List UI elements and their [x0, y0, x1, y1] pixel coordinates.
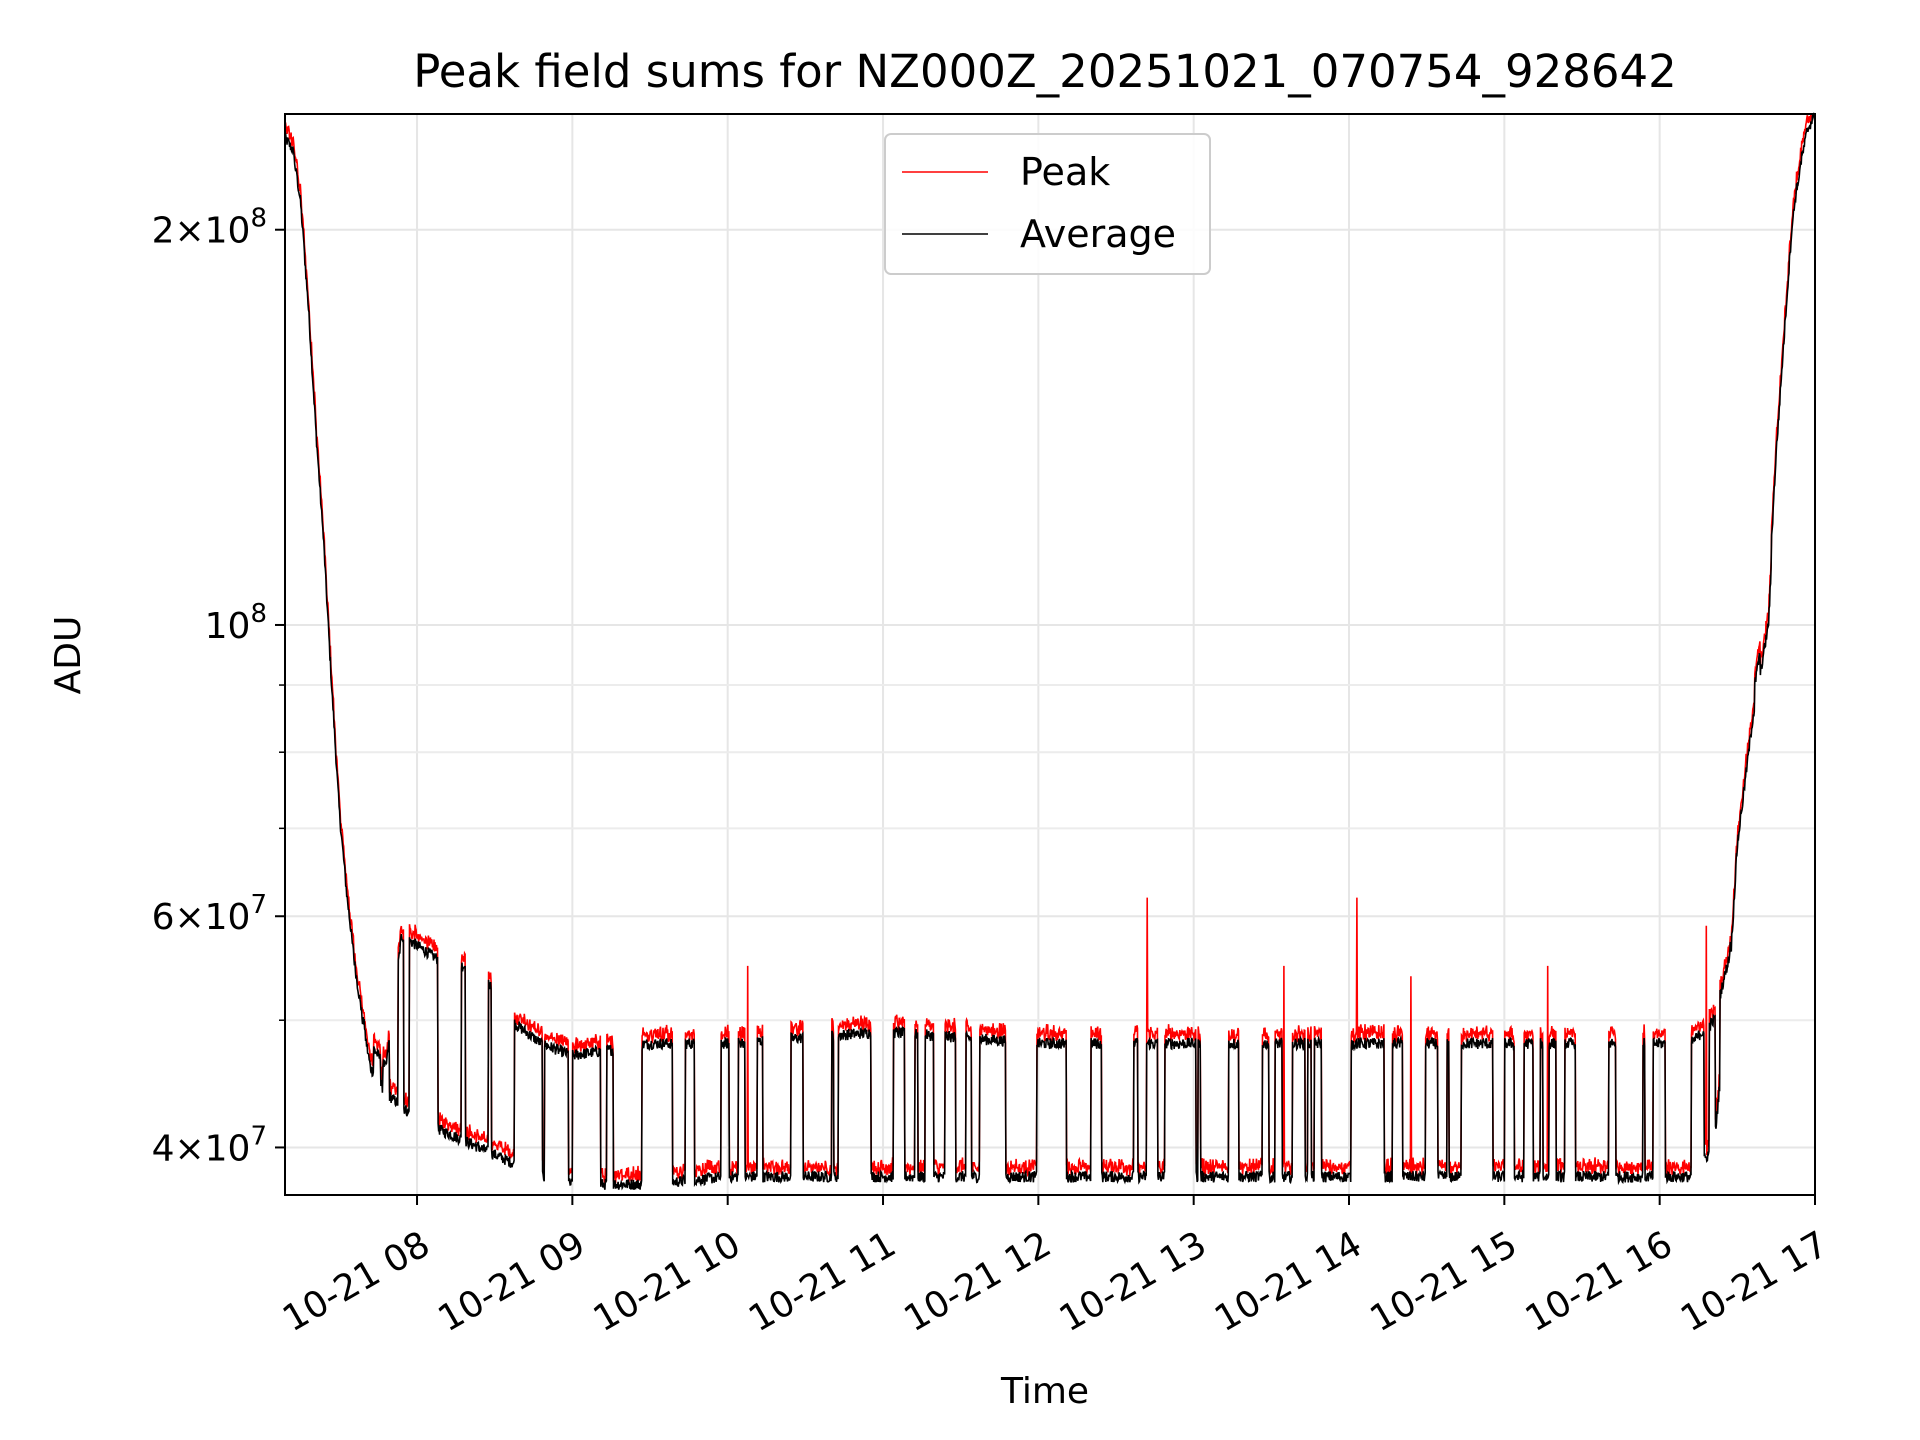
y-tick-label: 6×107 [152, 890, 267, 938]
series-group [284, 112, 1816, 1191]
x-tick-label: 10-21 08 [276, 1224, 437, 1340]
plot-frame [284, 113, 1816, 1196]
x-axis-label: Time [1000, 1371, 1089, 1412]
series-line-average [284, 112, 1816, 1191]
y-axis-label: ADU [48, 616, 89, 695]
x-tick-label: 10-21 15 [1363, 1224, 1524, 1340]
x-tick-label: 10-21 13 [1053, 1224, 1214, 1340]
legend: Peak Average [884, 133, 1211, 275]
x-tick-label: 10-21 17 [1674, 1224, 1835, 1340]
legend-label-average: Average [1020, 212, 1176, 256]
y-axis: 4×107 6×107 108 2×108 [152, 204, 285, 1169]
legend-box [884, 133, 1211, 275]
x-tick-label: 10-21 14 [1208, 1224, 1369, 1340]
series-line-peak [284, 113, 1815, 1184]
x-tick-label: 10-21 09 [431, 1224, 592, 1340]
y-tick-label: 2×108 [152, 204, 267, 252]
x-tick-label: 10-21 12 [897, 1224, 1058, 1340]
chart-title: Peak field sums for NZ000Z_20251021_0707… [413, 45, 1677, 98]
y-tick-label: 108 [205, 599, 267, 647]
x-tick-label: 10-21 16 [1519, 1224, 1680, 1340]
legend-label-peak: Peak [1020, 150, 1110, 194]
y-tick-label: 4×107 [152, 1121, 267, 1169]
x-tick-label: 10-21 10 [587, 1224, 748, 1340]
x-tick-label: 10-21 11 [742, 1224, 903, 1340]
